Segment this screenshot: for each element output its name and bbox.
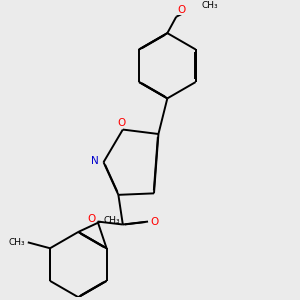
Text: CH₃: CH₃: [8, 238, 25, 247]
Text: CH₃: CH₃: [103, 216, 120, 225]
Text: O: O: [87, 214, 95, 224]
Text: CH₃: CH₃: [202, 1, 218, 10]
Text: O: O: [117, 118, 125, 128]
Text: O: O: [151, 217, 159, 226]
Text: O: O: [178, 5, 186, 15]
Text: N: N: [91, 156, 99, 166]
